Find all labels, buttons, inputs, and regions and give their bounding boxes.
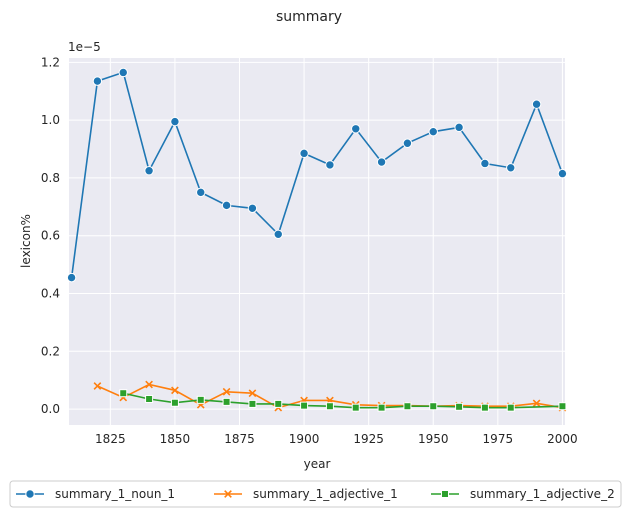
data-point-summary_1_noun_1 bbox=[248, 204, 256, 212]
x-tick-label: 1850 bbox=[160, 432, 191, 446]
x-tick-label: 1975 bbox=[483, 432, 514, 446]
legend-marker bbox=[26, 490, 34, 498]
data-point-summary_1_noun_1 bbox=[403, 139, 411, 147]
data-point-summary_1_noun_1 bbox=[429, 127, 437, 135]
data-point-summary_1_noun_1 bbox=[532, 100, 540, 108]
y-tick-label: 1.0 bbox=[41, 113, 60, 127]
legend-marker bbox=[442, 491, 449, 498]
data-point-summary_1_adjective_2 bbox=[120, 390, 127, 397]
data-point-summary_1_adjective_2 bbox=[352, 404, 359, 411]
data-point-summary_1_noun_1 bbox=[507, 164, 515, 172]
chart-title: summary bbox=[276, 9, 342, 25]
data-point-summary_1_noun_1 bbox=[300, 149, 308, 157]
data-point-summary_1_noun_1 bbox=[352, 125, 360, 133]
data-point-summary_1_adjective_2 bbox=[275, 400, 282, 407]
data-point-summary_1_adjective_2 bbox=[430, 403, 437, 410]
x-tick-labels: 1825 1850 1875 1900 1925 1950 1975 2000 bbox=[95, 432, 578, 446]
data-point-summary_1_adjective_2 bbox=[146, 395, 153, 402]
data-point-summary_1_noun_1 bbox=[171, 117, 179, 125]
y-tick-label: 0.0 bbox=[41, 402, 60, 416]
data-point-summary_1_adjective_2 bbox=[507, 404, 514, 411]
data-point-summary_1_noun_1 bbox=[377, 158, 385, 166]
x-tick-label: 2000 bbox=[547, 432, 578, 446]
data-point-summary_1_adjective_2 bbox=[301, 402, 308, 409]
y-tick-label: 1.2 bbox=[41, 55, 60, 69]
data-point-summary_1_noun_1 bbox=[326, 161, 334, 169]
data-point-summary_1_adjective_2 bbox=[249, 400, 256, 407]
data-point-summary_1_adjective_2 bbox=[378, 404, 385, 411]
data-point-summary_1_noun_1 bbox=[222, 201, 230, 209]
legend-label: summary_1_adjective_1 bbox=[253, 487, 398, 501]
y-tick-label: 0.4 bbox=[41, 287, 60, 301]
data-point-summary_1_adjective_2 bbox=[197, 396, 204, 403]
legend: summary_1_noun_1 summary_1_adjective_1 sum… bbox=[10, 481, 621, 507]
y-tick-label: 0.6 bbox=[41, 229, 60, 243]
legend-label: summary_1_noun_1 bbox=[55, 487, 175, 501]
data-point-summary_1_noun_1 bbox=[481, 159, 489, 167]
x-tick-label: 1900 bbox=[289, 432, 320, 446]
data-point-summary_1_adjective_2 bbox=[404, 403, 411, 410]
x-axis-label: year bbox=[304, 457, 331, 471]
y-axis-label: lexicon% bbox=[19, 214, 33, 268]
x-tick-label: 1875 bbox=[224, 432, 255, 446]
data-point-summary_1_noun_1 bbox=[197, 188, 205, 196]
data-point-summary_1_adjective_2 bbox=[559, 403, 566, 410]
y-tick-label: 0.8 bbox=[41, 171, 60, 185]
plot-area bbox=[69, 58, 565, 425]
data-point-summary_1_noun_1 bbox=[119, 68, 127, 76]
data-point-summary_1_noun_1 bbox=[145, 167, 153, 175]
data-point-summary_1_adjective_2 bbox=[171, 399, 178, 406]
x-tick-label: 1925 bbox=[353, 432, 384, 446]
y-tick-label: 0.2 bbox=[41, 344, 60, 358]
data-point-summary_1_noun_1 bbox=[558, 169, 566, 177]
data-point-summary_1_noun_1 bbox=[274, 230, 282, 238]
data-point-summary_1_adjective_2 bbox=[223, 398, 230, 405]
y-tick-labels: 0.0 0.2 0.4 0.6 0.8 1.0 1.2 bbox=[41, 55, 60, 416]
data-point-summary_1_adjective_2 bbox=[481, 404, 488, 411]
data-point-summary_1_noun_1 bbox=[93, 77, 101, 85]
data-point-summary_1_noun_1 bbox=[67, 273, 75, 281]
y-offset-text: 1e−5 bbox=[68, 40, 101, 54]
x-tick-label: 1950 bbox=[418, 432, 449, 446]
x-tick-label: 1825 bbox=[95, 432, 126, 446]
legend-label: summary_1_adjective_2 bbox=[470, 487, 615, 501]
data-point-summary_1_adjective_2 bbox=[456, 403, 463, 410]
data-point-summary_1_noun_1 bbox=[455, 123, 463, 131]
data-point-summary_1_adjective_2 bbox=[326, 403, 333, 410]
